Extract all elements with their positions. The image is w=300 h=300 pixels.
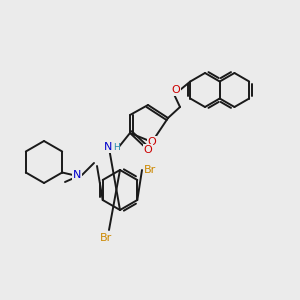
Text: N: N — [73, 170, 81, 180]
Text: O: O — [148, 137, 156, 147]
Text: Br: Br — [144, 165, 156, 175]
Text: O: O — [172, 85, 180, 95]
Text: N: N — [104, 142, 112, 152]
Text: H: H — [112, 143, 119, 152]
Text: O: O — [144, 145, 152, 155]
Text: Br: Br — [100, 233, 112, 243]
